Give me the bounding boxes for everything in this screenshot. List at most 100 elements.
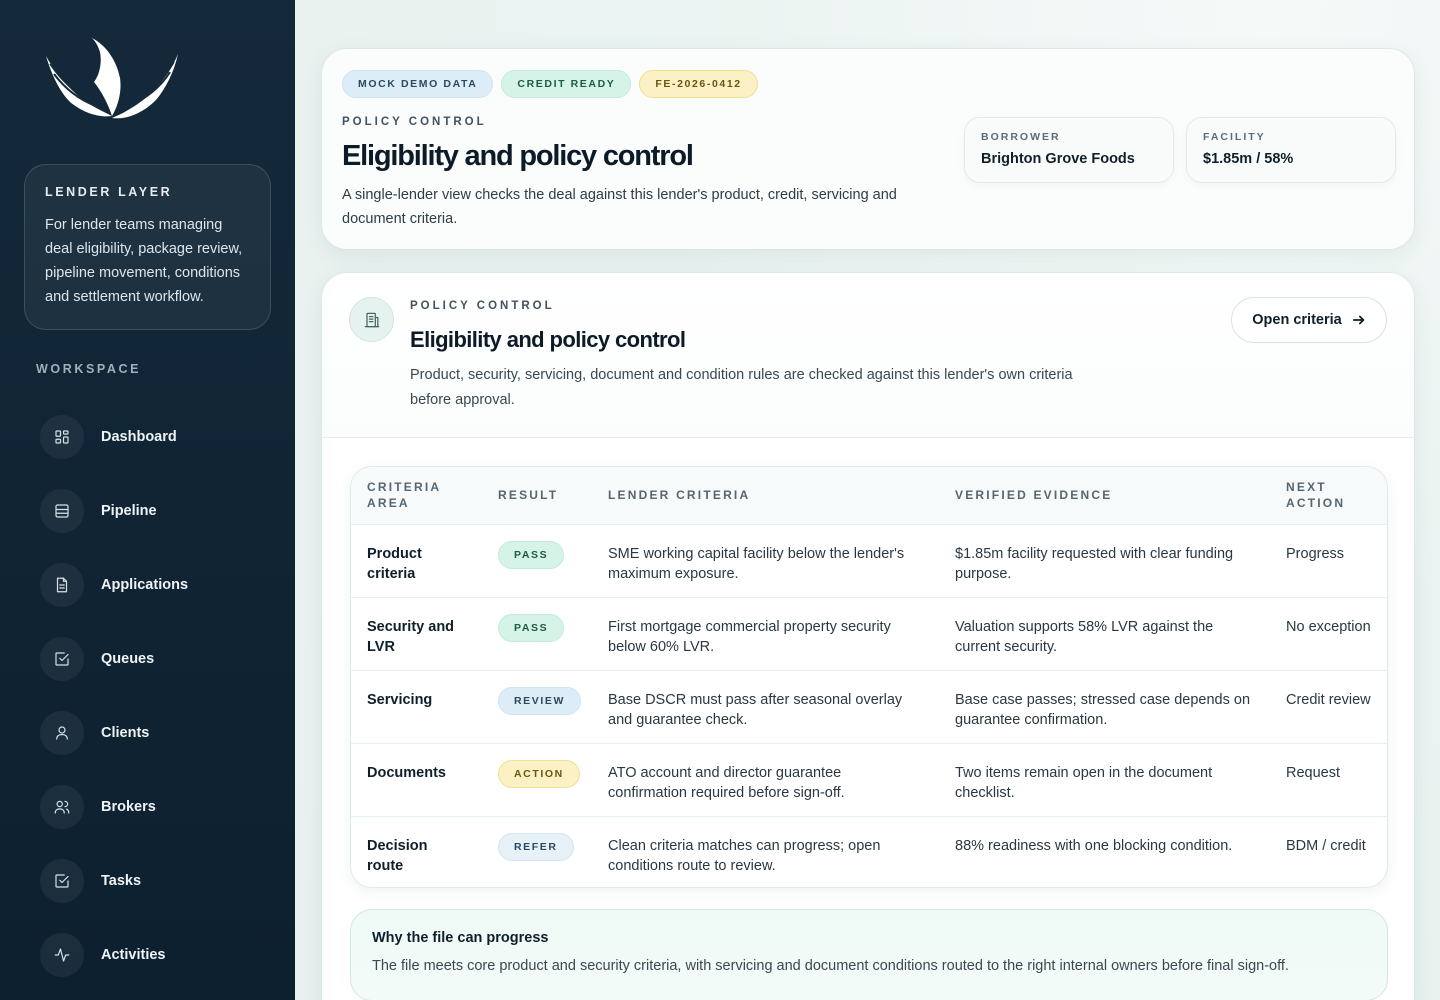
sidebar-item-label: Brokers [101,799,156,815]
facility-value: $1.85m / 58% [1203,151,1294,167]
sidebar-nav: Dashboard Pipeline Applications Queues C… [40,400,280,992]
criteria-area-cell: Product criteria [367,545,422,582]
why-progress-title: Why the file can progress [372,930,549,946]
sidebar-item-label: Applications [101,577,189,593]
criteria-area-cell: Servicing [367,691,433,708]
table-row[interactable]: Servicing REVIEW Base DSCR must pass aft… [351,670,1387,743]
next-action-cell: Credit review [1286,691,1371,708]
sidebar-item-tasks[interactable]: Tasks [40,844,280,918]
table-row[interactable]: Decision route REFER Clean criteria matc… [351,816,1387,887]
next-action-cell: Progress [1286,545,1345,562]
sidebar: LENDER LAYER For lender teams managing d… [0,0,295,1000]
lender-criteria-cell: SME working capital facility below the l… [608,545,905,582]
table-row[interactable]: Product criteria PASS SME working capita… [351,524,1387,597]
result-cell: ACTION [482,743,592,816]
sidebar-item-pipeline[interactable]: Pipeline [40,474,280,548]
facility-card: FACILITY $1.85m / 58% [1186,117,1396,183]
checkbox-icon [40,859,84,903]
arrow-right-icon [1352,315,1364,325]
workspace-label: WORKSPACE [36,362,142,376]
sidebar-item-label: Dashboard [101,429,177,445]
lender-criteria-cell: First mortgage commercial property secur… [608,618,891,655]
sidebar-item-label: Activities [101,947,166,963]
lender-criteria-cell: Base DSCR must pass after seasonal overl… [608,691,903,728]
lender-layer-title: LENDER LAYER [45,185,173,199]
why-progress-callout: Why the file can progress The file meets… [350,909,1388,1000]
users-icon [40,785,84,829]
sidebar-item-dashboard[interactable]: Dashboard [40,400,280,474]
result-cell: REFER [482,816,592,887]
hero-eyebrow: POLICY CONTROL [342,116,487,128]
facility-label: FACILITY [1203,131,1266,143]
sidebar-item-activities[interactable]: Activities [40,918,280,992]
user-icon [40,711,84,755]
pipeline-icon [40,489,84,533]
hero-card: MOCK DEMO DATA CREDIT READY FE-2026-0412… [321,48,1415,250]
activity-icon [40,933,84,977]
sidebar-item-applications[interactable]: Applications [40,548,280,622]
sidebar-item-queues[interactable]: Queues [40,622,280,696]
column-header-verified-evidence: VERIFIED EVIDENCE [955,488,1113,503]
status-badge: ACTION [498,759,580,788]
column-header-lender-criteria: LENDER CRITERIA [608,488,751,503]
verified-evidence-cell: Two items remain open in the document ch… [955,764,1213,801]
borrower-label: BORROWER [981,131,1061,143]
result-cell: REVIEW [482,670,592,743]
table-row[interactable]: Documents ACTION ATO account and directo… [351,743,1387,816]
criteria-table: CRITERIA AREA RESULT LENDER CRITERIA VER… [350,466,1388,888]
borrower-card: BORROWER Brighton Grove Foods [964,117,1174,183]
table-header-row: CRITERIA AREA RESULT LENDER CRITERIA VER… [351,467,1387,524]
sidebar-item-clients[interactable]: Clients [40,696,280,770]
grid-icon [40,415,84,459]
deal-id-badge: FE-2026-0412 [639,70,758,98]
verified-evidence-cell: Valuation supports 58% LVR against the c… [955,618,1214,655]
next-action-cell: Request [1286,764,1341,781]
credit-ready-badge: CREDIT READY [501,70,632,98]
open-criteria-label: Open criteria [1252,312,1342,328]
status-badge: REVIEW [498,686,582,715]
verified-evidence-cell: 88% readiness with one blocking conditio… [955,837,1233,854]
panel-description: Product, security, servicing, document a… [410,367,1073,408]
panel-eyebrow: POLICY CONTROL [410,300,555,312]
policy-panel: POLICY CONTROL Eligibility and policy co… [321,272,1415,1000]
criteria-area-cell: Documents [367,764,446,781]
next-action-cell: BDM / credit [1286,837,1366,854]
criteria-area-cell: Security and LVR [367,618,455,655]
lender-layer-text: For lender teams managing deal eligibili… [45,217,243,305]
column-header-criteria-area: CRITERIA AREA [367,480,441,511]
table-row[interactable]: Security and LVR PASS First mortgage com… [351,597,1387,670]
lender-layer-card: LENDER LAYER For lender teams managing d… [24,164,271,330]
mock-data-badge: MOCK DEMO DATA [342,70,494,98]
sidebar-item-label: Clients [101,725,150,741]
verified-evidence-cell: $1.85m facility requested with clear fun… [955,545,1234,582]
sidebar-item-label: Queues [101,651,155,667]
next-action-cell: No exception [1286,618,1371,635]
sidebar-item-label: Tasks [101,873,142,889]
page-title: Eligibility and policy control [342,140,694,172]
sidebar-item-brokers[interactable]: Brokers [40,770,280,844]
status-badge: REFER [498,832,574,861]
result-cell: PASS [482,524,592,597]
verified-evidence-cell: Base case passes; stressed case depends … [955,691,1251,728]
open-criteria-button[interactable]: Open criteria [1231,297,1387,343]
document-icon [40,563,84,607]
criteria-area-cell: Decision route [367,837,428,874]
badge-row: MOCK DEMO DATA CREDIT READY FE-2026-0412 [342,70,758,98]
status-badge: PASS [498,613,565,642]
column-header-next-action: NEXT ACTION [1286,480,1346,511]
panel-header: POLICY CONTROL Eligibility and policy co… [322,273,1414,438]
wings-logo-icon[interactable] [42,34,182,124]
lender-criteria-cell: ATO account and director guarantee confi… [608,764,845,801]
building-icon [349,297,394,342]
main-content: MOCK DEMO DATA CREDIT READY FE-2026-0412… [295,0,1440,1000]
result-cell: PASS [482,597,592,670]
why-progress-text: The file meets core product and security… [372,958,1289,974]
status-badge: PASS [498,540,565,569]
panel-title: Eligibility and policy control [410,327,686,352]
column-header-result: RESULT [498,488,559,503]
sidebar-item-label: Pipeline [101,503,157,519]
lender-criteria-cell: Clean criteria matches can progress; ope… [608,837,881,874]
borrower-value: Brighton Grove Foods [981,151,1135,167]
checkbox-icon [40,637,84,681]
hero-description: A single-lender view checks the deal aga… [342,187,897,227]
